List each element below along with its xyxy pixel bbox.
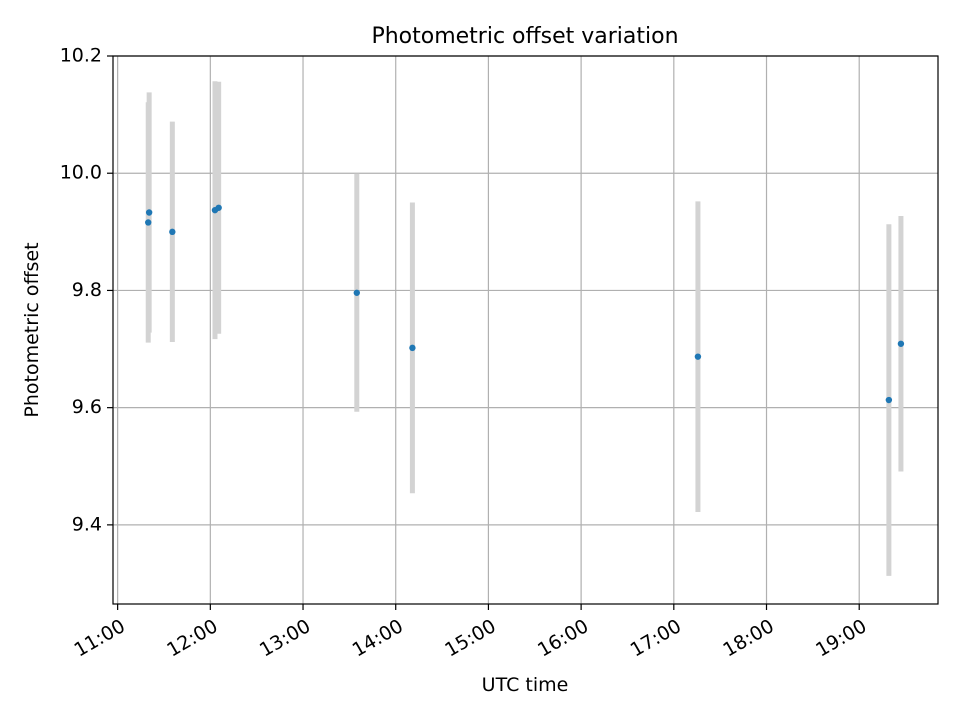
data-point [897, 340, 905, 347]
data-point [885, 396, 893, 404]
data-point [694, 353, 702, 360]
data-point [145, 219, 152, 226]
data-point [145, 209, 153, 216]
chart-title: Photometric offset variation [371, 24, 678, 49]
data-point [409, 344, 416, 352]
data-point [353, 289, 360, 296]
y-tick-label: 10.0 [60, 162, 102, 184]
y-tick-label: 10.2 [60, 45, 102, 67]
y-axis-label: Photometric offset [21, 242, 43, 417]
y-tick-label: 9.8 [72, 279, 102, 301]
y-tick-label: 9.6 [72, 396, 102, 418]
y-axis-ticks: 9.4 9.6 9.8 10.0 10.2 [60, 45, 113, 535]
plot-area-frame [112, 55, 939, 605]
x-axis-label: UTC time [482, 674, 569, 696]
data-point [215, 204, 222, 211]
data-points [145, 204, 905, 404]
y-tick-label: 9.4 [72, 513, 102, 535]
data-point [169, 228, 176, 236]
